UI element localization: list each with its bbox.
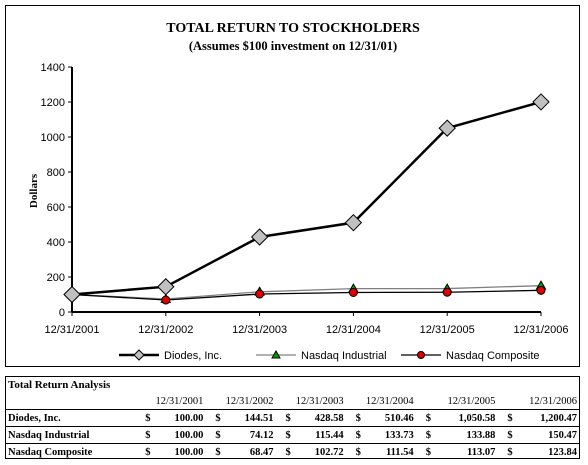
cell-value: 113.07	[437, 443, 498, 460]
cell-value: 102.72	[297, 443, 346, 460]
chart-subtitle: (Assumes $100 investment on 12/31/01)	[189, 39, 397, 53]
chart-frame: TOTAL RETURN TO STOCKHOLDERS (Assumes $1…	[5, 5, 580, 367]
dollar-sign: $	[497, 443, 520, 460]
axes: 0 200 400 600 800 1000 1200 1400 12/31/2001 12/31…	[41, 62, 569, 336]
legend-marker	[417, 351, 425, 359]
x-tick-label: 12/31/2001	[44, 324, 99, 336]
column-header: 12/31/2001	[135, 393, 206, 410]
x-tick-label: 12/31/2003	[232, 324, 287, 336]
table-header-row: 12/31/2001 12/31/2002 12/31/2003 12/31/2004…	[6, 393, 579, 410]
row-name: Nasdaq Composite	[6, 443, 136, 460]
cell-value: 144.51	[227, 409, 276, 427]
dollar-sign: $	[205, 409, 228, 427]
column-header: 12/31/2005	[415, 393, 498, 410]
table-row: Nasdaq Industrial $100.00 $74.12 $115.44 $13…	[6, 426, 579, 444]
table-title: Total Return Analysis	[8, 379, 111, 391]
series-line	[71, 285, 542, 300]
y-tick-label: 400	[47, 237, 65, 249]
y-tick-label: 0	[59, 307, 65, 319]
data-point	[250, 228, 269, 246]
dollar-sign: $	[275, 443, 298, 460]
table-row: Diodes, Inc. $100.00 $144.51 $428.58 $510.46…	[6, 409, 579, 427]
cell-value: 150.47	[519, 426, 579, 444]
cell-value: 100.00	[157, 443, 206, 460]
cell-value: 68.47	[227, 443, 276, 460]
dollar-sign: $	[415, 426, 438, 444]
y-tick-label: 200	[47, 272, 65, 284]
y-tick-label: 1200	[41, 97, 65, 109]
dollar-sign: $	[415, 443, 438, 460]
column-header: 12/31/2004	[345, 393, 416, 410]
cell-value: 100.00	[157, 409, 206, 427]
cell-value: 123.84	[519, 443, 579, 460]
data-point	[63, 285, 81, 304]
table-row: Nasdaq Composite $100.00 $68.47 $102.72 $111…	[6, 443, 579, 460]
dollar-sign: $	[345, 443, 368, 460]
dollar-sign: $	[497, 426, 520, 444]
legend-label: Nasdaq Composite	[446, 350, 540, 362]
cell-value: 100.00	[157, 426, 206, 444]
y-tick-label: 1400	[41, 62, 65, 74]
dollar-sign: $	[275, 409, 298, 427]
column-header: 12/31/2003	[275, 393, 346, 410]
return-analysis-table: Total Return Analysis 12/31/2001 12/31/20…	[5, 376, 580, 460]
y-tick-label: 800	[47, 167, 65, 179]
series-layer	[63, 93, 550, 305]
line-chart: TOTAL RETURN TO STOCKHOLDERS (Assumes $1…	[28, 21, 569, 362]
legend-marker	[133, 349, 145, 361]
row-name: Diodes, Inc.	[6, 409, 136, 427]
column-header: 12/31/2006	[497, 393, 579, 410]
dollar-sign: $	[205, 443, 228, 460]
dollar-sign: $	[135, 443, 158, 460]
x-tick-label: 12/31/2004	[326, 324, 381, 336]
dollar-sign: $	[135, 409, 158, 427]
data-point	[442, 287, 452, 297]
data-point	[536, 285, 546, 295]
cell-value: 133.73	[367, 426, 416, 444]
data-point	[438, 119, 456, 137]
data-point	[532, 93, 550, 111]
dollar-sign: $	[345, 409, 368, 427]
data-point	[157, 278, 175, 296]
dollar-sign: $	[205, 426, 228, 444]
column-header: 12/31/2002	[205, 393, 276, 410]
data-point	[255, 289, 265, 299]
data-point	[161, 295, 171, 305]
x-tick-label: 12/31/2002	[138, 324, 193, 336]
legend: Diodes, Inc. Nasdaq Industrial Nasdaq Comp…	[119, 349, 540, 362]
cell-value: 111.54	[367, 443, 416, 460]
cell-value: 74.12	[227, 426, 276, 444]
cell-value: 1,050.58	[437, 409, 498, 427]
y-axis-label: Dollars	[28, 173, 40, 208]
legend-label: Nasdaq Industrial	[301, 350, 387, 362]
header-blank	[6, 393, 136, 410]
row-name: Nasdaq Industrial	[6, 426, 136, 444]
series-line	[71, 289, 542, 301]
dollar-sign: $	[415, 409, 438, 427]
x-tick-label: 12/31/2006	[513, 324, 568, 336]
legend-marker	[271, 349, 281, 359]
cell-value: 133.88	[437, 426, 498, 444]
x-tick-label: 12/31/2005	[420, 324, 475, 336]
cell-value: 428.58	[297, 409, 346, 427]
dollar-sign: $	[135, 426, 158, 444]
y-tick-label: 1000	[41, 132, 65, 144]
data-point	[348, 287, 358, 297]
legend-label: Diodes, Inc.	[164, 350, 222, 362]
data-point	[344, 213, 363, 232]
cell-value: 1,200.47	[519, 409, 579, 427]
chart-title: TOTAL RETURN TO STOCKHOLDERS	[166, 21, 420, 36]
y-tick-label: 600	[47, 202, 65, 214]
dollar-sign: $	[345, 426, 368, 444]
dollar-sign: $	[275, 426, 298, 444]
dollar-sign: $	[497, 409, 520, 427]
series-0	[63, 93, 550, 304]
cell-value: 115.44	[297, 426, 346, 444]
cell-value: 510.46	[367, 409, 416, 427]
series-line	[71, 100, 542, 296]
